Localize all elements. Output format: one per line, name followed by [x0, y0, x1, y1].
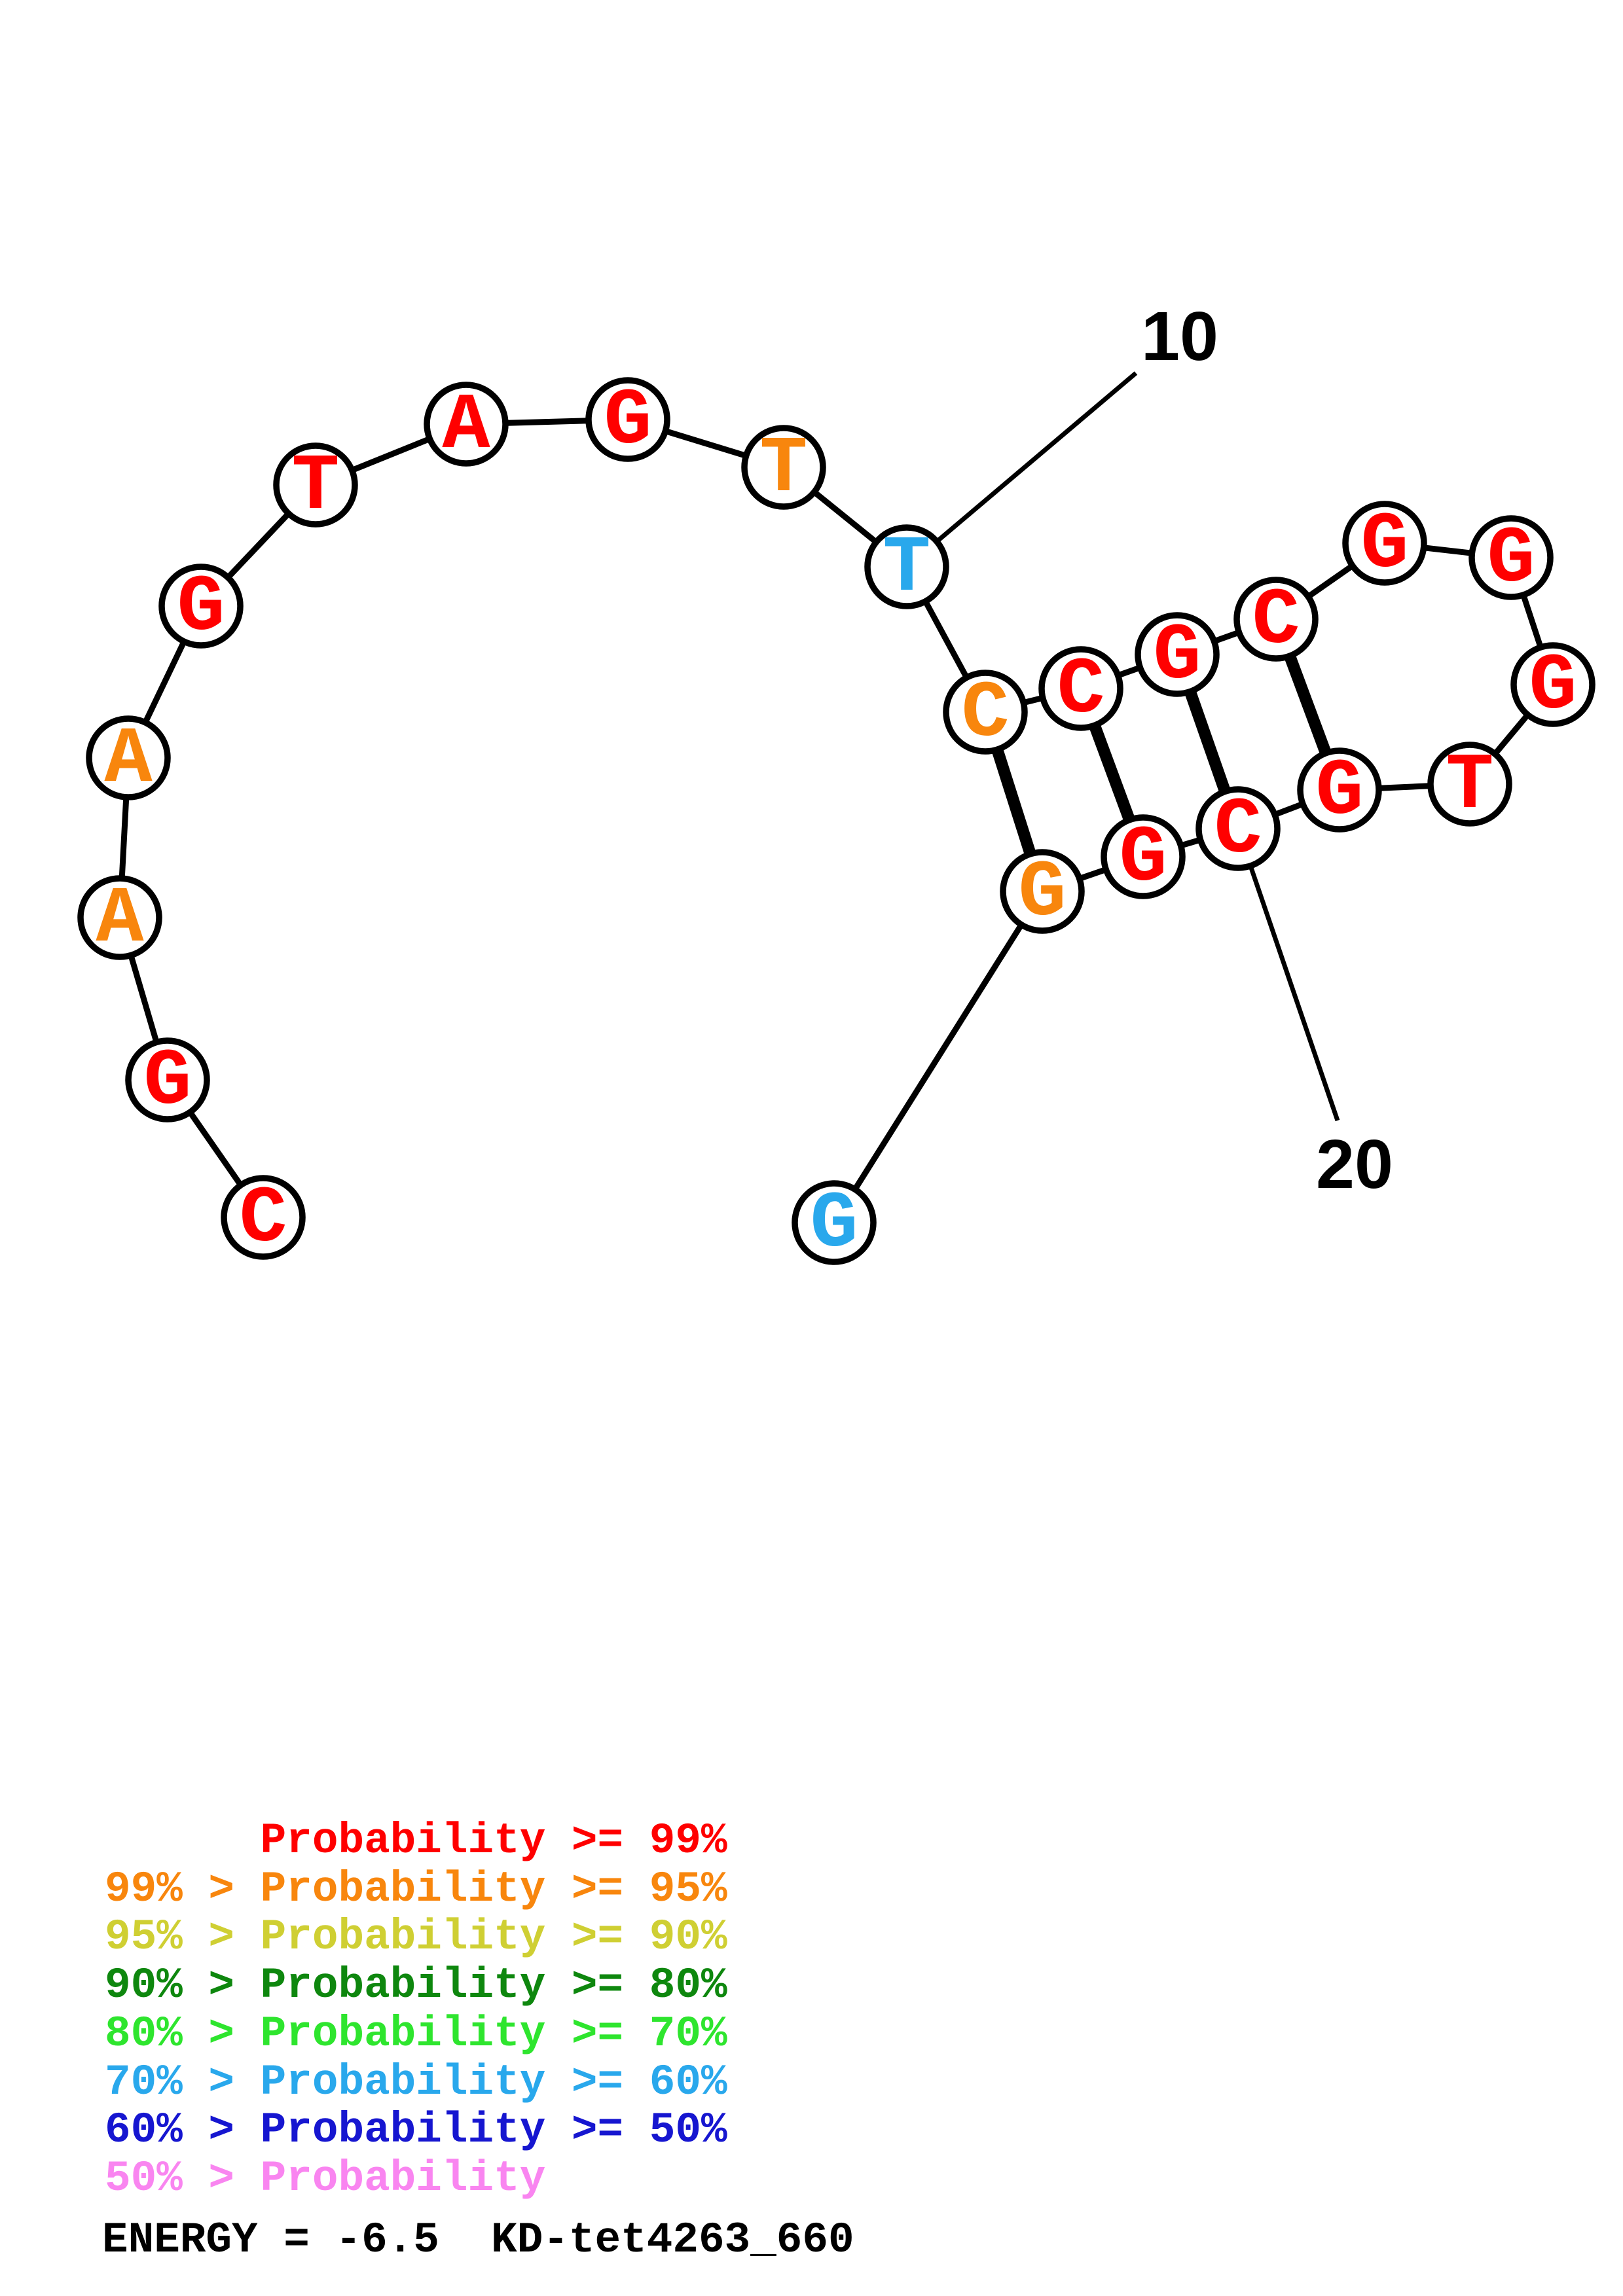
nucleotide-letter: C — [1214, 785, 1262, 876]
nucleotide-node: C — [221, 1174, 306, 1265]
sequence-number-label: 10 — [1141, 298, 1218, 375]
legend-row-3: 90% > Probability >= 80% — [105, 1961, 727, 2011]
nucleotide-circle — [1038, 646, 1123, 731]
nucleotide-circle — [1468, 515, 1554, 600]
nucleotide-node: A — [86, 714, 171, 805]
nucleotide-node: C — [1195, 785, 1281, 876]
backbone-edge — [831, 889, 1045, 1225]
nucleotide-circle — [792, 1180, 877, 1265]
nucleotide-circle — [741, 425, 826, 510]
sequence-number-labels: 10 20 — [1141, 298, 1393, 1203]
nucleotide-circle — [585, 377, 670, 462]
nucleotide-node: G — [1468, 514, 1554, 605]
legend-row-4: 80% > Probability >= 70% — [105, 2009, 727, 2058]
nucleotide-node: G — [158, 562, 244, 653]
nucleotide-node: C — [1233, 575, 1319, 666]
nucleotide-circle — [1342, 501, 1427, 586]
nucleotide-circle — [86, 715, 171, 800]
nucleotide-letter: T — [883, 523, 930, 614]
nucleotide-letter: A — [442, 380, 490, 471]
nucleotide-node: G — [1135, 611, 1220, 702]
nucleotide-circle — [1233, 577, 1319, 662]
nucleotide-node: C — [1038, 645, 1123, 736]
nucleotide-circle — [1297, 747, 1382, 833]
nucleotide-circle — [158, 564, 244, 649]
nucleotide-node: T — [1427, 740, 1512, 831]
legend-row-0: Probability >= 99% — [105, 1816, 727, 1865]
nucleotide-letter: G — [177, 562, 225, 653]
nucleotide-letter: G — [1315, 746, 1363, 837]
legend-row-5: 70% > Probability >= 60% — [105, 2057, 727, 2107]
nucleotide-letter: G — [1487, 514, 1535, 605]
nucleotide-node: G — [125, 1036, 210, 1127]
nucleotide-node: G — [1342, 499, 1427, 590]
nucleotide-letter: G — [1529, 641, 1577, 732]
label-leader-line — [1247, 863, 1340, 1122]
nucleotide-letter: C — [961, 668, 1009, 759]
nucleotide-circle — [1000, 849, 1085, 934]
nucleotide-letter: T — [1446, 740, 1493, 831]
nucleotide-node: A — [77, 874, 162, 965]
nucleotide-node: T — [864, 523, 949, 614]
nucleotide-node: G — [1101, 813, 1186, 904]
energy-label: ENERGY = -6.5 KD-tet4263_660 — [102, 2215, 854, 2265]
nucleotide-circle — [221, 1175, 306, 1260]
nucleotide-letter: A — [104, 714, 153, 805]
nucleotide-letter: G — [143, 1036, 191, 1127]
nucleotide-node: A — [424, 380, 509, 471]
nucleotide-node: G — [1510, 641, 1596, 732]
nucleotide-node: G — [1000, 848, 1085, 939]
nucleotide-circle — [1101, 814, 1186, 899]
nucleotide-node: T — [273, 441, 358, 532]
nucleotide-letter: T — [291, 441, 339, 532]
nucleotide-letter: G — [1153, 611, 1201, 702]
nucleotide-circle — [1427, 742, 1512, 827]
nucleotide-circle — [1510, 642, 1596, 727]
nucleotide-letter: T — [759, 423, 807, 514]
nucleotide-letter: G — [810, 1179, 858, 1270]
nucleotide-letter: G — [1119, 813, 1167, 904]
nucleotide-letter: G — [604, 376, 651, 467]
legend-row-2: 95% > Probability >= 90% — [105, 1912, 727, 1962]
nucleotide-node: G — [585, 376, 670, 467]
nucleotide-circle — [1195, 786, 1281, 871]
sequence-number-label: 20 — [1316, 1126, 1393, 1203]
legend-row-7: 50% > Probability — [105, 2153, 546, 2203]
nucleotide-node: G — [792, 1179, 877, 1270]
legend-row-6: 60% > Probability >= 50% — [105, 2106, 727, 2155]
nucleotide-letter: G — [1360, 499, 1408, 590]
nucleotide-circle — [273, 442, 358, 528]
nucleotide-node: G — [1297, 746, 1382, 837]
nucleotide-letter: A — [96, 874, 144, 965]
nucleotide-circle — [864, 524, 949, 609]
nucleotide-circle — [1135, 612, 1220, 697]
nucleotide-node: C — [943, 668, 1028, 759]
nucleotide-node: T — [741, 423, 826, 514]
nucleotide-letter: C — [1252, 575, 1300, 666]
nucleotide-letter: G — [1018, 848, 1066, 939]
nucleotide-circle — [77, 875, 162, 960]
nucleotide-circle — [125, 1037, 210, 1122]
legend-row-1: 99% > Probability >= 95% — [105, 1864, 727, 1914]
label-leader-line — [934, 371, 1138, 545]
nucleotide-letter: C — [1057, 645, 1104, 736]
label-leader-lines — [934, 371, 1340, 1122]
nucleotide-circle — [424, 382, 509, 467]
nucleotide-letter: C — [239, 1174, 287, 1265]
nucleotide-circle — [943, 670, 1028, 755]
